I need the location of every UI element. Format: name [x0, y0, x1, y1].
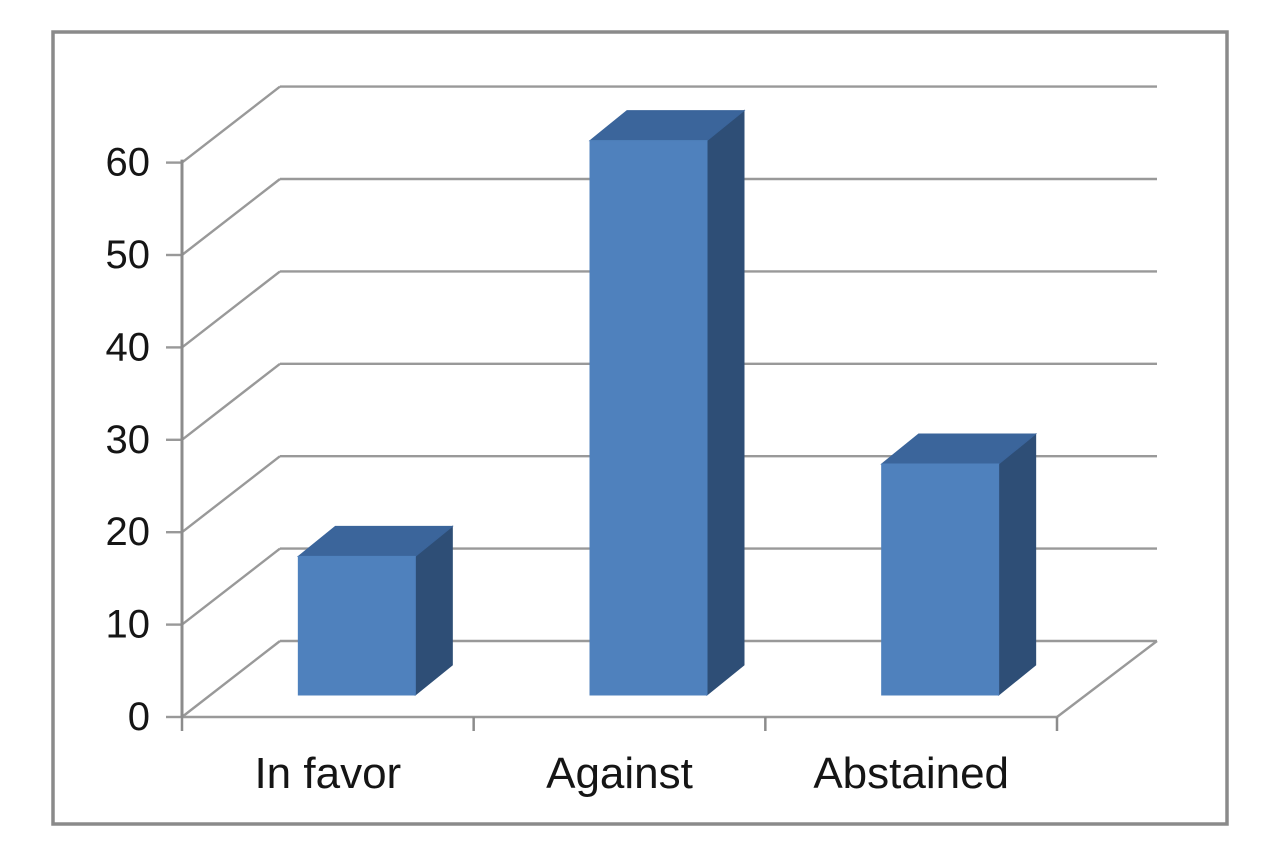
y-axis-label-10: 10	[106, 603, 151, 647]
y-axis-label-60: 60	[106, 141, 151, 185]
gridline-depth-20	[181, 455, 281, 534]
gridline-depth-40	[181, 270, 281, 349]
gridline-depth-60	[181, 85, 281, 164]
axes-group	[180, 159, 1059, 731]
bar-abstained	[880, 432, 1038, 697]
floor-right-edge	[1056, 640, 1158, 718]
gridline-depth-50	[181, 178, 281, 256]
gridline-depth-30	[181, 362, 281, 441]
bar-front-face-abstained	[881, 463, 1000, 696]
category-label-against: Against	[546, 749, 693, 798]
category-label-in-favor: In favor	[254, 749, 401, 798]
bar-front-face-in-favor	[297, 555, 416, 696]
bar-side-face-abstained	[998, 432, 1037, 697]
y-axis-label-40: 40	[106, 325, 151, 369]
y-axis-label-0: 0	[128, 695, 150, 739]
gridline-depth-0	[181, 640, 281, 718]
bar-in-favor	[296, 525, 454, 697]
y-axis-label-50: 50	[106, 233, 151, 277]
bar-side-face-against	[706, 109, 745, 697]
bar-against	[588, 109, 746, 697]
y-axis-label-20: 20	[106, 510, 151, 554]
bar-front-face-against	[589, 140, 708, 696]
gridline-depth-10	[181, 547, 281, 626]
y-axis-label-30: 30	[106, 418, 151, 462]
category-label-abstained: Abstained	[813, 749, 1009, 798]
